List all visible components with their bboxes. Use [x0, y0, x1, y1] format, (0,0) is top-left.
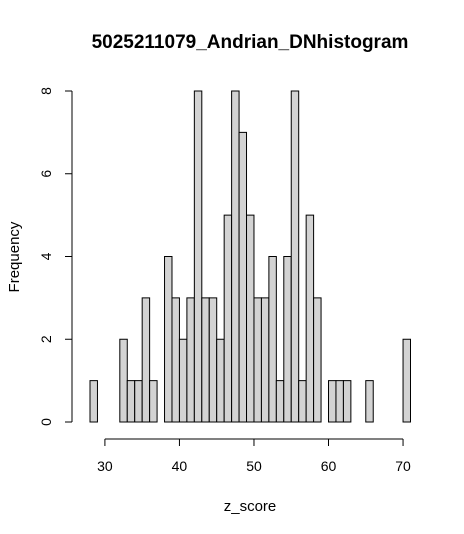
y-tick-label: 4 [38, 252, 54, 260]
histogram-bar [134, 380, 143, 423]
x-tick-label: 50 [246, 458, 262, 474]
y-tick-label: 8 [38, 87, 54, 95]
y-tick-label: 2 [38, 335, 54, 343]
x-axis: 30 40 50 60 70 [97, 438, 411, 474]
chart-title: 5025211079_Andrian_DNhistogram [92, 32, 409, 53]
histogram-bar [305, 214, 315, 423]
histogram-bar [260, 297, 270, 423]
histogram-bar [119, 338, 128, 423]
y-axis: 0 2 4 6 8 [38, 87, 73, 426]
histogram-bar [283, 256, 292, 423]
histogram-bar [126, 380, 136, 423]
histogram-bar [231, 90, 240, 423]
y-tick-label: 0 [38, 418, 54, 426]
histogram-bar [89, 380, 98, 423]
histogram-bar [178, 338, 188, 423]
histogram-bar [246, 214, 255, 423]
histogram-bar [365, 380, 374, 423]
histogram-bar [141, 297, 151, 423]
histogram-bar [298, 380, 307, 423]
histogram-bar [201, 297, 210, 423]
histogram-bar [253, 297, 262, 423]
bars-group [89, 90, 411, 423]
histogram-bar [275, 380, 285, 423]
y-axis-title: Frequency [6, 221, 23, 292]
histogram-bar [149, 380, 158, 423]
x-axis-title: z_score [224, 498, 277, 515]
x-tick-label: 70 [395, 458, 411, 474]
histogram-bar [342, 380, 352, 423]
histogram-bar [328, 380, 337, 423]
histogram-bar [238, 131, 248, 423]
histogram-bar [268, 256, 277, 423]
histogram-bar [171, 297, 180, 423]
histogram-bar [186, 297, 195, 423]
histogram-bar [193, 90, 203, 423]
x-tick-label: 60 [321, 458, 337, 474]
histogram-bar [290, 90, 300, 423]
histogram-bar [313, 297, 322, 423]
x-tick-label: 30 [97, 458, 113, 474]
x-tick-label: 40 [172, 458, 188, 474]
histogram-bar [335, 380, 344, 423]
histogram-bar [223, 214, 233, 423]
histogram-bar [402, 338, 411, 423]
histogram-bar [208, 297, 218, 423]
histogram-bar [216, 338, 225, 423]
histogram-bar [164, 256, 173, 423]
y-tick-label: 6 [38, 170, 54, 178]
